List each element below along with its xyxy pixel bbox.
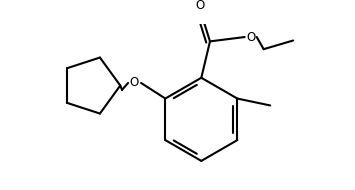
Text: O: O	[246, 31, 255, 44]
Text: O: O	[130, 76, 139, 89]
Text: O: O	[196, 0, 205, 12]
